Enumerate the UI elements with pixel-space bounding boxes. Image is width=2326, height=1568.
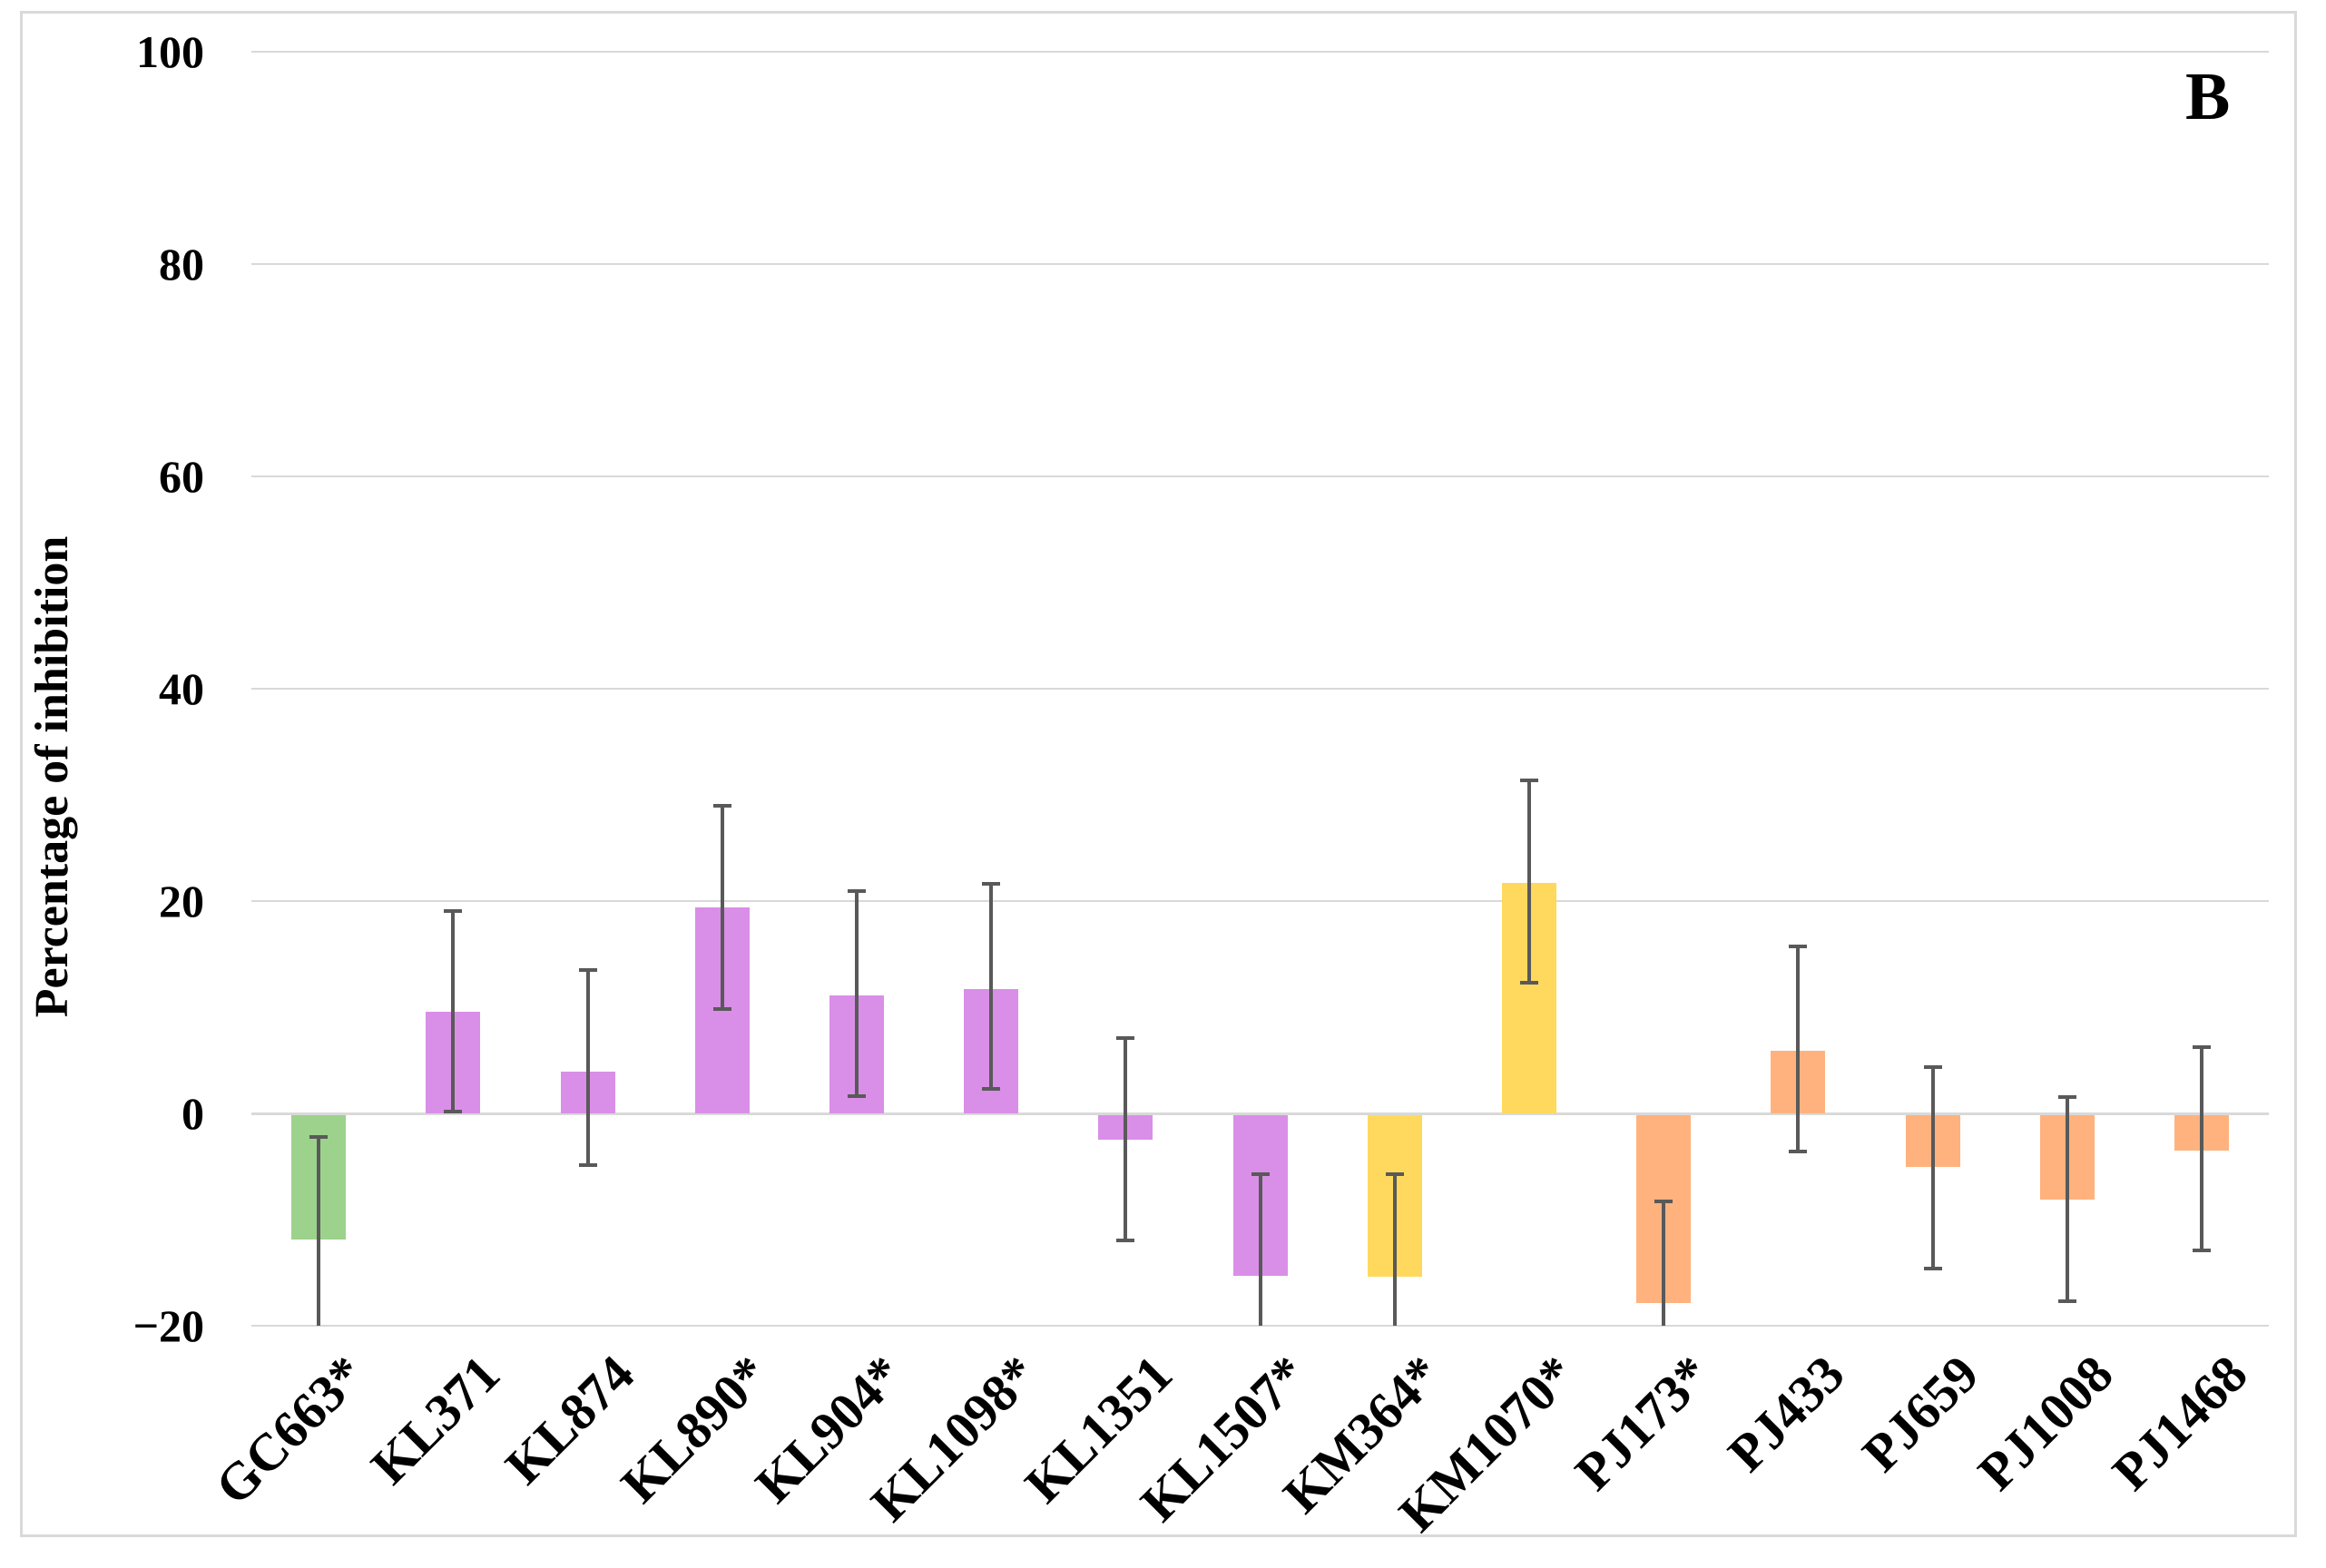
y-tick-label: 80 xyxy=(159,239,204,289)
error-bar-KL1507* xyxy=(1258,1173,1262,1326)
error-cap-top xyxy=(444,908,463,913)
error-cap-bottom xyxy=(2057,1299,2076,1304)
error-cap-bottom xyxy=(1519,981,1538,985)
error-bar-KM364* xyxy=(1392,1173,1397,1326)
error-cap-top xyxy=(1251,1171,1270,1176)
error-cap-bottom xyxy=(1116,1239,1135,1243)
error-cap-top xyxy=(982,882,1001,887)
error-cap-top xyxy=(2192,1045,2211,1050)
error-bar-PJ173* xyxy=(1662,1201,1666,1326)
error-bar-KM1070* xyxy=(1526,779,1531,984)
error-cap-top xyxy=(712,803,731,808)
error-cap-top xyxy=(309,1134,329,1139)
error-cap-top xyxy=(847,889,866,894)
error-bar-KL1098* xyxy=(989,884,994,1090)
error-cap-top xyxy=(1116,1035,1135,1040)
y-axis-title: Percentage of inhibition xyxy=(26,535,78,1018)
error-bar-GC663* xyxy=(317,1136,321,1326)
error-bar-KL890* xyxy=(720,805,724,1010)
error-cap-bottom xyxy=(444,1109,463,1113)
error-cap-bottom xyxy=(1789,1150,1808,1154)
error-bar-KL1351 xyxy=(1124,1037,1128,1241)
figure-border xyxy=(20,11,2297,1537)
error-cap-top xyxy=(1519,778,1538,782)
error-cap-bottom xyxy=(712,1007,731,1012)
y-tick-label: 40 xyxy=(159,663,204,714)
error-cap-bottom xyxy=(982,1087,1001,1092)
error-cap-bottom xyxy=(2192,1248,2211,1252)
y-tick-label: 0 xyxy=(182,1088,204,1139)
gridline xyxy=(251,51,2269,53)
error-bar-KL874 xyxy=(585,970,590,1166)
gridline xyxy=(251,900,2269,902)
error-bar-PJ1008 xyxy=(2065,1097,2069,1302)
error-bar-KL904* xyxy=(854,891,859,1097)
error-cap-top xyxy=(578,968,597,973)
error-cap-bottom xyxy=(847,1094,866,1099)
error-cap-top xyxy=(1654,1200,1673,1204)
gridline xyxy=(251,1325,2269,1327)
error-cap-bottom xyxy=(578,1163,597,1168)
y-tick-label: 100 xyxy=(136,26,204,77)
zero-axis-line xyxy=(251,1112,2269,1115)
error-cap-top xyxy=(1789,945,1808,949)
gridline xyxy=(251,475,2269,477)
error-cap-top xyxy=(2057,1095,2076,1100)
error-cap-top xyxy=(1385,1171,1404,1176)
gridline xyxy=(251,688,2269,690)
error-cap-bottom xyxy=(1923,1266,1942,1270)
error-bar-PJ659 xyxy=(1930,1066,1935,1269)
gridline xyxy=(251,263,2269,265)
y-tick-label: −20 xyxy=(132,1300,205,1351)
panel-label: B xyxy=(2185,60,2231,134)
y-tick-label: 60 xyxy=(159,451,204,502)
error-bar-PJ433 xyxy=(1796,946,1801,1152)
error-bar-PJ1468 xyxy=(2199,1047,2203,1250)
y-tick-label: 20 xyxy=(159,876,204,926)
error-bar-KL371 xyxy=(451,910,456,1112)
error-cap-top xyxy=(1923,1064,1942,1069)
